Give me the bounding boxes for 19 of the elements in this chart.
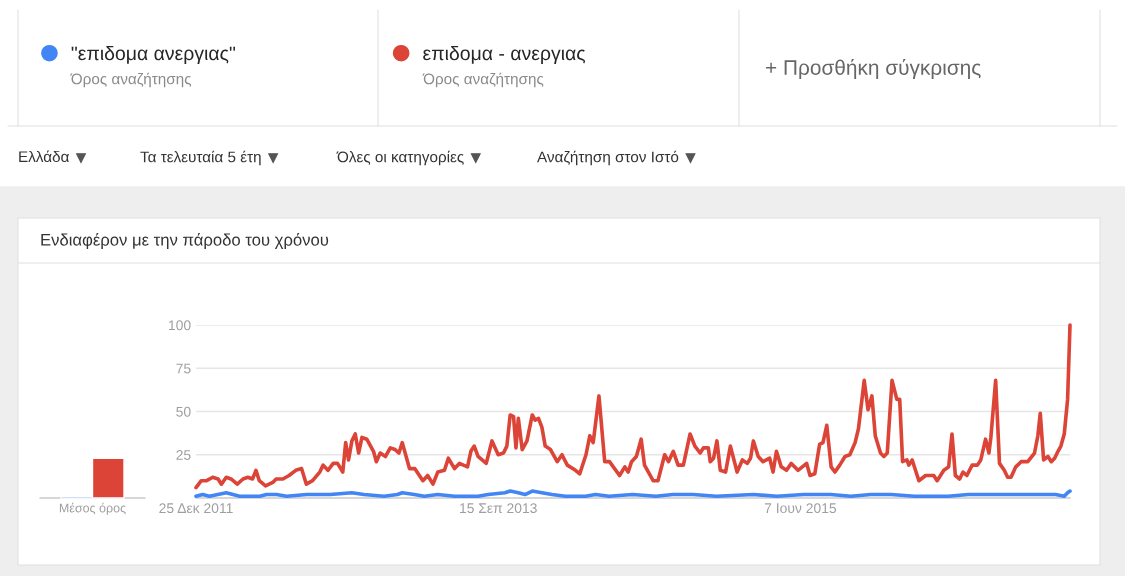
text: Τα τελευταία 5 έτη	[140, 150, 261, 166]
y-tick-label: 75	[176, 363, 191, 374]
x-tick-label: 7 Ιουν 2015	[764, 503, 837, 514]
line-series	[194, 323, 1072, 490]
chart-title: Ενδιαφέρον με την πάροδο του χρόνου	[41, 232, 329, 250]
x-tick-label: Μέσος όρος	[59, 502, 126, 515]
text: Αναζήτηση στον Ιστό	[537, 150, 679, 166]
text: Όρος αναζήτησης	[70, 72, 192, 88]
x-tick-label: 25 Δεκ 2011	[159, 503, 233, 514]
y-tick-label: 100	[169, 320, 191, 331]
legend-label: "επιδομα ανεργιας"	[71, 45, 236, 65]
x-tick-label: 15 Σεπ 2013	[460, 503, 537, 514]
legend-label: επιδομα - ανεργιας	[423, 45, 586, 65]
text: Ελλάδα	[19, 150, 69, 163]
text: Όλες οι κατηγορίες	[336, 150, 464, 166]
y-tick-label: 50	[176, 406, 191, 417]
text: Όρος αναζήτησης	[422, 72, 544, 88]
text: + Προσθήκη σύγκρισης	[766, 58, 981, 80]
y-tick-label: 25	[176, 450, 191, 460]
